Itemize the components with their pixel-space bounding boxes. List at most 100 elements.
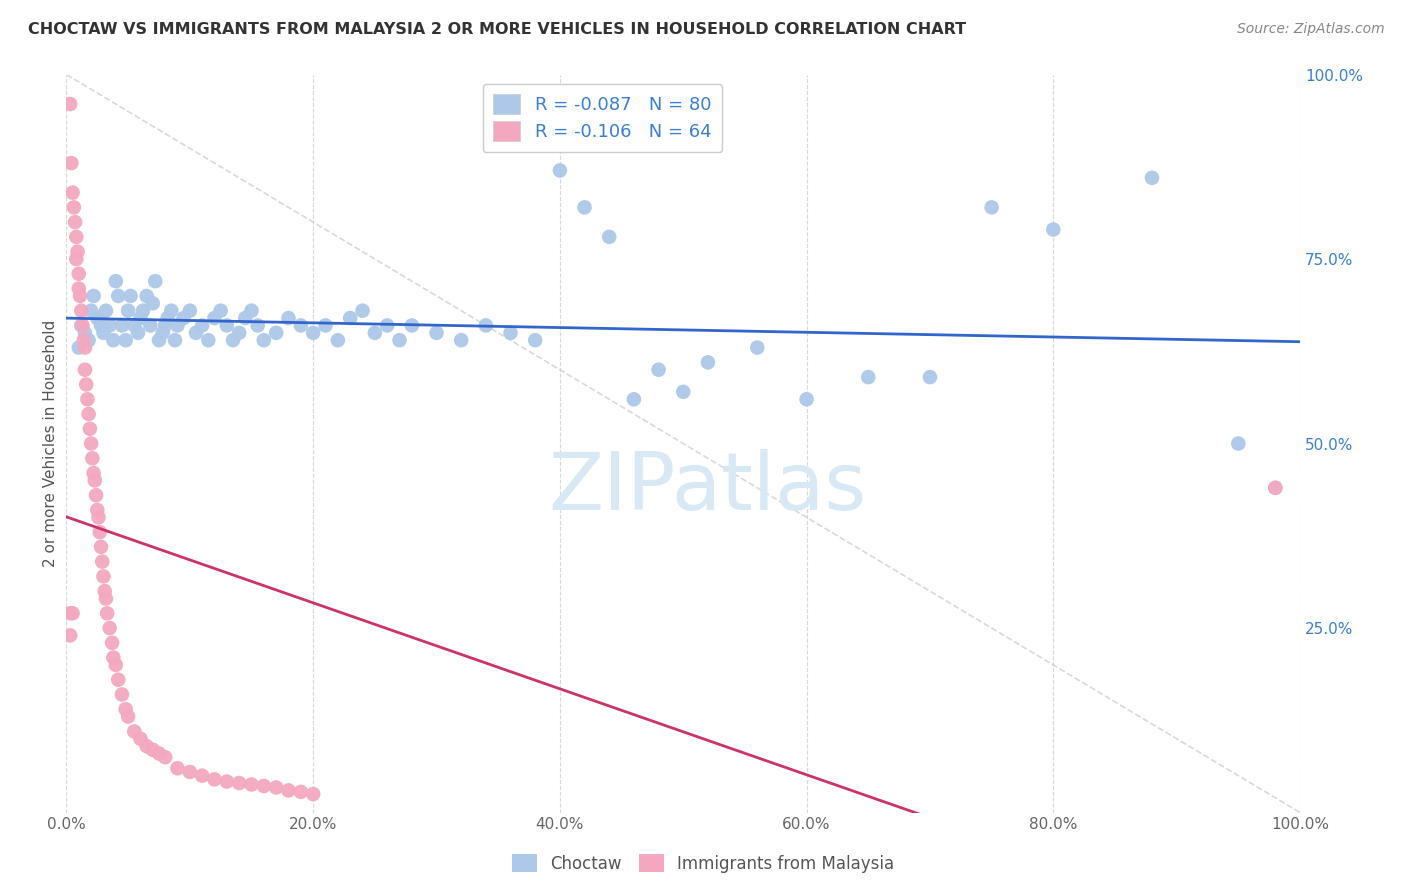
Point xyxy=(104,274,127,288)
Point xyxy=(1264,481,1286,495)
Point xyxy=(153,318,176,333)
Point xyxy=(204,772,226,787)
Point xyxy=(364,326,387,340)
Point xyxy=(152,326,174,340)
Point xyxy=(67,267,90,281)
Point xyxy=(191,318,214,333)
Point xyxy=(160,303,183,318)
Point xyxy=(98,621,121,635)
Point xyxy=(499,326,522,340)
Point xyxy=(253,779,276,793)
Point xyxy=(117,303,139,318)
Point xyxy=(672,384,695,399)
Point xyxy=(77,333,100,347)
Point xyxy=(86,503,108,517)
Point xyxy=(114,333,136,347)
Point xyxy=(86,311,108,326)
Point xyxy=(747,341,769,355)
Point xyxy=(253,333,276,347)
Point xyxy=(124,724,146,739)
Point xyxy=(143,274,166,288)
Point xyxy=(90,540,112,554)
Point xyxy=(89,525,111,540)
Point xyxy=(209,303,232,318)
Point xyxy=(475,318,498,333)
Point xyxy=(524,333,547,347)
Point xyxy=(796,392,818,407)
Point xyxy=(66,244,89,259)
Legend: Choctaw, Immigrants from Malaysia: Choctaw, Immigrants from Malaysia xyxy=(505,847,901,880)
Point xyxy=(67,281,90,295)
Point xyxy=(120,289,142,303)
Point xyxy=(240,303,263,318)
Point xyxy=(107,289,129,303)
Point xyxy=(90,318,112,333)
Point xyxy=(73,362,96,376)
Point xyxy=(191,769,214,783)
Point xyxy=(70,303,93,318)
Point xyxy=(59,607,82,621)
Point xyxy=(124,318,146,333)
Text: CHOCTAW VS IMMIGRANTS FROM MALAYSIA 2 OR MORE VEHICLES IN HOUSEHOLD CORRELATION : CHOCTAW VS IMMIGRANTS FROM MALAYSIA 2 OR… xyxy=(28,22,966,37)
Point xyxy=(548,163,571,178)
Legend: R = -0.087   N = 80, R = -0.106   N = 64: R = -0.087 N = 80, R = -0.106 N = 64 xyxy=(482,84,723,153)
Point xyxy=(290,785,312,799)
Point xyxy=(84,488,107,502)
Point xyxy=(858,370,880,384)
Point xyxy=(80,303,103,318)
Point xyxy=(623,392,645,407)
Point xyxy=(132,303,155,318)
Point xyxy=(114,702,136,716)
Point xyxy=(277,783,299,797)
Point xyxy=(315,318,337,333)
Point xyxy=(103,333,125,347)
Point xyxy=(83,289,105,303)
Text: Source: ZipAtlas.com: Source: ZipAtlas.com xyxy=(1237,22,1385,37)
Point xyxy=(290,318,312,333)
Point xyxy=(401,318,423,333)
Point xyxy=(59,628,82,642)
Point xyxy=(93,569,115,583)
Point xyxy=(1227,436,1250,450)
Point xyxy=(173,311,195,326)
Point xyxy=(598,230,620,244)
Point xyxy=(69,289,91,303)
Point xyxy=(277,311,299,326)
Point xyxy=(184,326,207,340)
Point xyxy=(228,776,250,790)
Point xyxy=(101,636,124,650)
Point xyxy=(647,362,669,376)
Point xyxy=(98,318,121,333)
Point xyxy=(179,303,201,318)
Point xyxy=(82,451,104,466)
Point xyxy=(129,731,152,746)
Point xyxy=(73,326,96,340)
Point xyxy=(72,318,94,333)
Point xyxy=(375,318,398,333)
Point xyxy=(127,326,149,340)
Point xyxy=(83,466,105,480)
Point xyxy=(246,318,269,333)
Point xyxy=(450,333,472,347)
Y-axis label: 2 or more Vehicles in Household: 2 or more Vehicles in Household xyxy=(44,320,58,567)
Point xyxy=(63,200,86,214)
Point xyxy=(918,370,941,384)
Point xyxy=(179,764,201,779)
Point xyxy=(980,200,1002,214)
Point xyxy=(107,673,129,687)
Point xyxy=(326,333,349,347)
Point xyxy=(696,355,718,369)
Point xyxy=(166,761,188,775)
Point xyxy=(87,510,110,524)
Point xyxy=(135,739,157,753)
Point xyxy=(94,303,117,318)
Point xyxy=(111,318,134,333)
Point xyxy=(1042,222,1064,236)
Point xyxy=(222,333,245,347)
Point xyxy=(70,318,93,333)
Point xyxy=(388,333,411,347)
Point xyxy=(75,377,97,392)
Point xyxy=(166,318,188,333)
Point xyxy=(215,774,238,789)
Point xyxy=(197,333,219,347)
